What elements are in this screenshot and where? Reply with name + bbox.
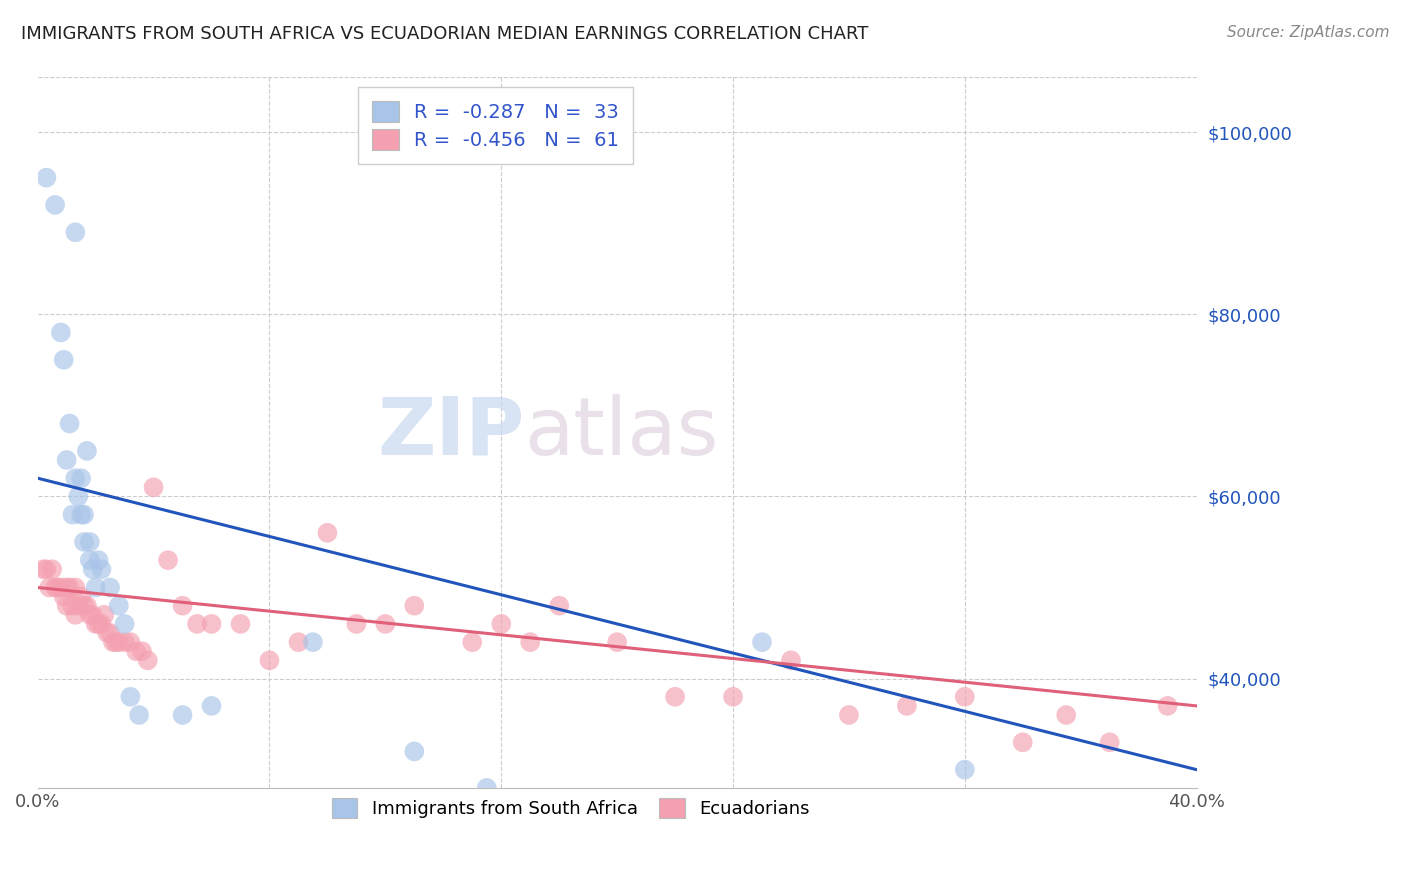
Point [1011,735,1033,749]
Point [52,590,75,604]
Point [82,562,104,576]
Point [79,535,101,549]
Point [65,225,87,239]
Point [87,553,110,567]
Point [79,553,101,567]
Point [38,581,60,595]
Point [58,417,80,431]
Point [49,326,72,340]
Point [65,607,87,622]
Point [142,480,165,494]
Point [70,508,93,522]
Point [104,635,127,649]
Point [82,607,104,622]
Point [953,690,976,704]
Text: atlas: atlas [524,393,718,472]
Point [93,607,115,622]
Point [35,562,58,576]
Point [98,626,121,640]
Point [41,562,63,576]
Point [44,581,66,595]
Point [90,562,112,576]
Point [32,562,55,576]
Point [461,635,484,649]
Point [98,581,121,595]
Point [49,581,72,595]
Point [96,626,118,640]
Point [316,525,339,540]
Point [70,590,93,604]
Point [186,616,208,631]
Point [55,453,77,467]
Text: Source: ZipAtlas.com: Source: ZipAtlas.com [1226,25,1389,40]
Point [101,635,124,649]
Point [73,599,96,613]
Point [90,616,112,631]
Point [200,698,222,713]
Point [128,708,150,723]
Point [136,653,159,667]
Point [548,599,571,613]
Point [67,490,90,504]
Point [344,616,367,631]
Point [55,599,77,613]
Point [125,644,148,658]
Point [606,635,628,649]
Point [721,690,744,704]
Point [87,616,110,631]
Point [73,508,96,522]
Point [491,616,513,631]
Point [838,708,860,723]
Point [76,443,98,458]
Point [35,170,58,185]
Point [114,616,136,631]
Point [1156,698,1178,713]
Point [76,599,98,613]
Point [131,644,153,658]
Point [404,599,426,613]
Point [1054,708,1077,723]
Point [84,581,107,595]
Point [46,581,69,595]
Point [259,653,281,667]
Point [65,471,87,485]
Point [229,616,252,631]
Legend: Immigrants from South Africa, Ecuadorians: Immigrants from South Africa, Ecuadorian… [325,790,817,825]
Point [751,635,773,649]
Point [664,690,686,704]
Point [157,553,180,567]
Point [67,599,90,613]
Point [52,352,75,367]
Point [374,616,396,631]
Point [200,616,222,631]
Point [108,599,131,613]
Point [302,635,325,649]
Text: IMMIGRANTS FROM SOUTH AFRICA VS ECUADORIAN MEDIAN EARNINGS CORRELATION CHART: IMMIGRANTS FROM SOUTH AFRICA VS ECUADORI… [21,25,869,43]
Point [108,635,131,649]
Point [404,744,426,758]
Point [65,581,87,595]
Point [120,690,142,704]
Point [172,599,194,613]
Point [519,635,541,649]
Point [475,780,498,795]
Point [62,599,84,613]
Point [84,616,107,631]
Point [70,471,93,485]
Point [120,635,142,649]
Text: ZIP: ZIP [377,393,524,472]
Point [62,508,84,522]
Point [953,763,976,777]
Point [172,708,194,723]
Point [896,698,918,713]
Point [1098,735,1121,749]
Point [44,198,66,212]
Point [79,607,101,622]
Point [73,535,96,549]
Point [55,581,77,595]
Point [114,635,136,649]
Point [58,581,80,595]
Point [780,653,803,667]
Point [287,635,309,649]
